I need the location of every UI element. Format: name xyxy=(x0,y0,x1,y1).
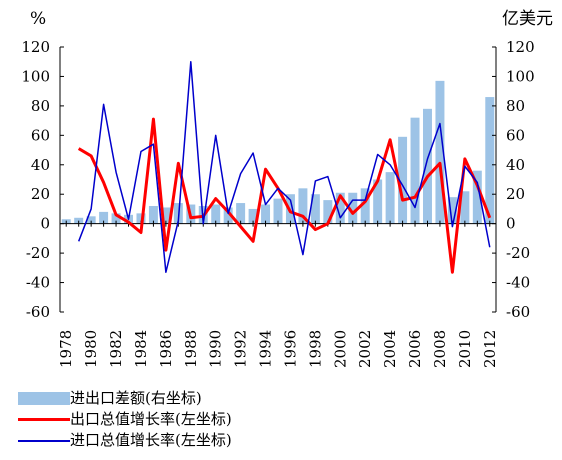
x-tick-label-2004: 2004 xyxy=(381,330,399,368)
right-tick-label: -40 xyxy=(506,274,530,292)
import-growth-line xyxy=(77,60,491,273)
x-tick-label-2010: 2010 xyxy=(456,330,474,368)
left-tick-label: 120 xyxy=(21,38,50,56)
bar-trade-balance-2000 xyxy=(335,192,345,224)
right-tick-label: 60 xyxy=(506,126,525,144)
export-growth-line xyxy=(77,117,492,274)
left-axis-unit: % xyxy=(30,9,46,29)
legend: 进出口差额(右坐标) 出口总值增长率(左坐标) 进口总值增长率(左坐标) xyxy=(18,388,232,451)
bar-trade-balance-2007 xyxy=(423,108,432,224)
left-tick-label: -40 xyxy=(26,274,50,292)
left-tick-label: 100 xyxy=(21,67,50,85)
bar-trade-balance-2005 xyxy=(398,136,408,224)
legend-swatch-red-line xyxy=(18,418,70,421)
axes-layer xyxy=(59,46,497,313)
left-tick-label: 60 xyxy=(31,126,50,144)
bar-trade-balance-1997 xyxy=(298,188,308,224)
x-tick-label-1994: 1994 xyxy=(257,330,275,368)
bar-trade-balance-1999 xyxy=(323,200,333,224)
right-tick-label: 100 xyxy=(506,67,535,85)
bar-trade-balance-2011 xyxy=(472,170,482,224)
right-axis-unit: 亿美元 xyxy=(502,9,553,29)
x-tick-label-1978: 1978 xyxy=(57,330,75,368)
legend-label: 进口总值增长率(左坐标) xyxy=(70,431,232,449)
left-tick-label: -20 xyxy=(26,244,50,262)
bar-trade-balance-2010 xyxy=(460,191,470,224)
x-tick-label-1982: 1982 xyxy=(107,330,125,368)
bar-trade-balance-1990 xyxy=(211,204,221,224)
right-tick-label: 120 xyxy=(506,38,535,56)
bar-trade-balance-1986 xyxy=(161,207,171,224)
right-tick-label: -60 xyxy=(506,303,530,321)
bar-trade-balance-1991 xyxy=(223,207,233,224)
x-tick-label-1988: 1988 xyxy=(182,330,200,368)
bar-trade-balance-2002 xyxy=(360,188,370,224)
left-tick-label: -60 xyxy=(26,303,50,321)
bar-trade-balance-2008 xyxy=(435,80,445,224)
bar-trade-balance-2009 xyxy=(447,197,457,224)
x-tick-label-2000: 2000 xyxy=(331,330,349,368)
right-tick-label: 20 xyxy=(506,185,525,203)
bar-trade-balance-1981 xyxy=(99,211,109,224)
bar-trade-balance-2004 xyxy=(385,172,395,224)
left-tick-label: 40 xyxy=(31,156,50,174)
bar-trade-balance-2003 xyxy=(373,179,383,224)
legend-item-export-growth: 出口总值增长率(左坐标) xyxy=(18,409,232,430)
x-tick-label-1980: 1980 xyxy=(82,330,100,368)
bar-trade-balance-2012 xyxy=(485,97,495,224)
x-tick-label-1992: 1992 xyxy=(232,330,250,368)
x-tick-label-2002: 2002 xyxy=(356,330,374,368)
bar-trade-balance-1998 xyxy=(310,194,320,224)
bar-trade-balance-2001 xyxy=(348,192,358,224)
bars-layer xyxy=(61,80,495,224)
bar-trade-balance-2006 xyxy=(410,117,420,224)
x-tick-label-1986: 1986 xyxy=(157,330,175,368)
x-tick-label-1998: 1998 xyxy=(306,330,324,368)
right-tick-label: 40 xyxy=(506,156,525,174)
bar-trade-balance-1994 xyxy=(261,204,271,224)
x-tick-label-1984: 1984 xyxy=(132,330,150,368)
legend-item-import-growth: 进口总值增长率(左坐标) xyxy=(18,430,232,451)
bar-trade-balance-1992 xyxy=(236,203,246,224)
legend-swatch-bar xyxy=(18,392,70,405)
right-tick-label: 80 xyxy=(506,97,525,115)
x-tick-label-2008: 2008 xyxy=(431,330,449,368)
left-tick-label: 80 xyxy=(31,97,50,115)
x-tick-label-1990: 1990 xyxy=(207,330,225,368)
bar-trade-balance-1980 xyxy=(86,216,96,224)
bar-trade-balance-1984 xyxy=(136,213,146,224)
right-tick-label: 0 xyxy=(506,215,516,233)
legend-label: 进出口差额(右坐标) xyxy=(70,389,202,407)
left-tick-label: 20 xyxy=(31,185,50,203)
legend-label: 出口总值增长率(左坐标) xyxy=(70,410,232,428)
x-tick-label-2012: 2012 xyxy=(481,330,499,368)
bar-trade-balance-1993 xyxy=(248,208,258,224)
bar-trade-balance-1985 xyxy=(148,206,158,224)
labels-layer: -60 -60 -40 -40 -20 -20 0 0 20 20 40 40 60 60 80 80 100 1… xyxy=(21,38,534,368)
bar-trade-balance-1995 xyxy=(273,198,283,224)
legend-swatch-blue-line xyxy=(18,439,70,442)
left-tick-label: 0 xyxy=(40,215,50,233)
bar-trade-balance-1982 xyxy=(111,213,121,224)
lines-layer xyxy=(77,60,492,274)
legend-item-trade-balance: 进出口差额(右坐标) xyxy=(18,388,232,409)
x-tick-label-1996: 1996 xyxy=(281,330,299,368)
right-tick-label: -20 xyxy=(506,244,530,262)
x-tick-label-2006: 2006 xyxy=(406,330,424,368)
